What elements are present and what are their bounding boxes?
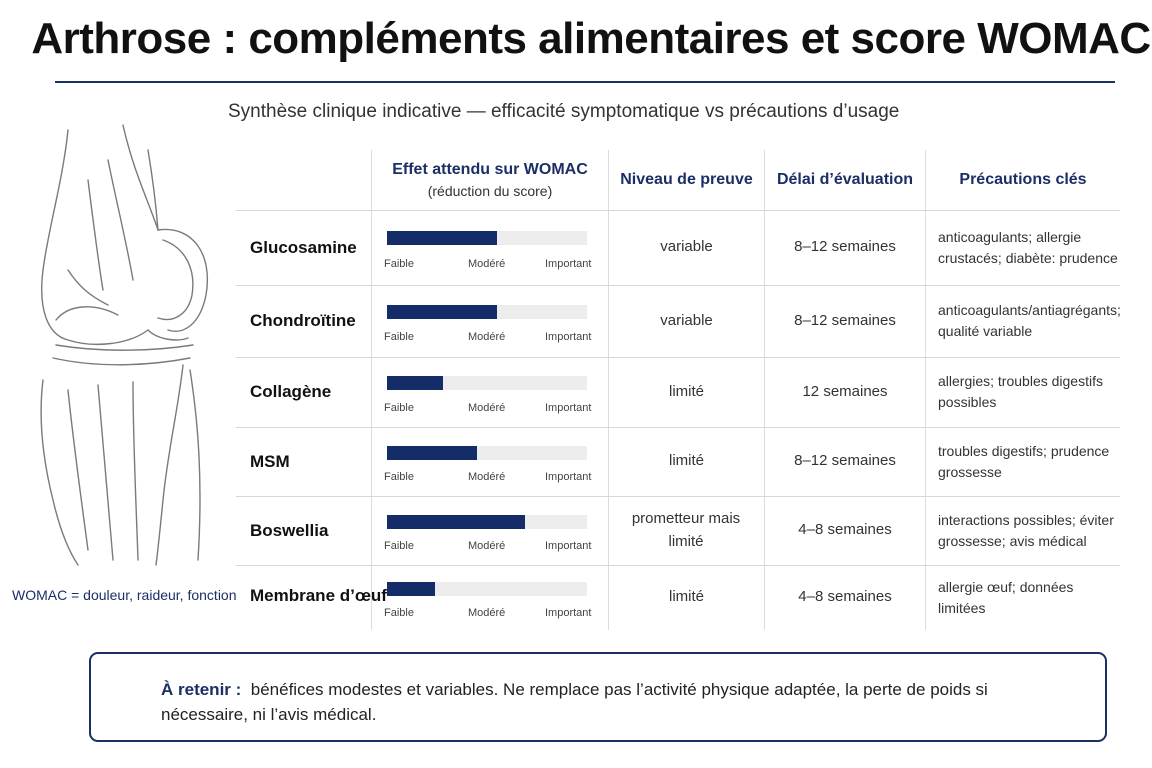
supplement-name: Membrane d’œuf: [250, 586, 387, 605]
key-takeaway-text: À retenir : bénéfices modestes et variab…: [161, 678, 1061, 727]
row-divider: [236, 210, 1120, 211]
row-divider: [236, 427, 1120, 428]
header-effect-sub: (réduction du score): [427, 183, 553, 199]
evaluation-delay: 8–12 semaines: [794, 452, 896, 470]
evidence-level: limité: [668, 382, 704, 400]
scale-low-label: Faible: [384, 258, 414, 270]
column-divider: [764, 150, 765, 630]
scale-low-label: Faible: [384, 471, 414, 483]
effect-bar: [387, 305, 587, 319]
evaluation-delay: 4–8 semaines: [798, 521, 892, 539]
column-divider: [608, 150, 609, 630]
evaluation-delay: 8–12 semaines: [794, 311, 896, 329]
effect-bar: [387, 231, 587, 245]
supplements-table: Effet attendu sur WOMAC (réduction du sc…: [236, 150, 1121, 630]
evaluation-delay: 8–12 semaines: [794, 238, 896, 256]
effect-bar-fill: [387, 446, 477, 460]
evidence-level: variable: [660, 238, 713, 256]
scale-mid-label: Modéré: [468, 607, 506, 619]
evidence-level: prometteur mais limité: [631, 510, 741, 550]
effect-bar-fill: [387, 582, 435, 596]
knee-joint-illustration: [40, 124, 208, 566]
scale-high-label: Important: [545, 607, 592, 619]
effect-bar-fill: [387, 305, 497, 319]
supplement-name: Glucosamine: [250, 237, 357, 257]
page-subtitle: Synthèse clinique indicative — efficacit…: [228, 101, 900, 122]
column-divider: [925, 150, 926, 630]
title-divider: [55, 81, 1115, 83]
header-evidence: Niveau de preuve: [620, 171, 753, 188]
key-precautions: troubles digestifs; prudence grossesse: [938, 442, 1110, 480]
key-precautions: anticoagulants; allergie crustacés; diab…: [938, 228, 1118, 266]
supplement-name: Boswellia: [250, 520, 329, 540]
table-row: Boswellia Faible Modéré Important promet…: [236, 496, 1120, 565]
scale-low-label: Faible: [384, 402, 414, 414]
table-row: Chondroïtine Faible Modéré Important var…: [236, 285, 1121, 357]
scale-high-label: Important: [545, 258, 592, 270]
evaluation-delay: 4–8 semaines: [798, 588, 892, 606]
scale-mid-label: Modéré: [468, 471, 506, 483]
scale-low-label: Faible: [384, 540, 414, 552]
page-title: Arthrose : compléments alimentaires et s…: [31, 14, 1151, 63]
evidence-level: variable: [660, 311, 713, 329]
effect-bar-fill: [387, 515, 525, 529]
effect-bar: [387, 376, 587, 390]
table-row: Glucosamine Faible Modéré Important vari…: [236, 210, 1120, 285]
evidence-level: limité: [668, 452, 704, 470]
key-takeaway-body: bénéfices modestes et variables. Ne remp…: [161, 680, 988, 724]
effect-bar-fill: [387, 231, 497, 245]
header-precautions: Précautions clés: [959, 171, 1087, 188]
supplement-name: MSM: [250, 451, 290, 471]
effect-bar-fill: [387, 376, 443, 390]
scale-mid-label: Modéré: [468, 402, 506, 414]
scale-high-label: Important: [545, 540, 592, 552]
womac-definition: WOMAC = douleur, raideur, fonction: [12, 587, 237, 603]
supplement-name: Collagène: [250, 382, 332, 401]
key-precautions: allergies; troubles digestifs possibles: [938, 373, 1103, 410]
row-divider: [236, 565, 1120, 566]
evidence-level: limité: [668, 588, 704, 606]
row-divider: [236, 285, 1120, 286]
header-delay: Délai d’évaluation: [776, 171, 914, 188]
scale-mid-label: Modéré: [468, 331, 506, 343]
column-divider: [371, 150, 372, 630]
key-precautions: interactions possibles; éviter grossesse…: [938, 511, 1114, 549]
scale-mid-label: Modéré: [468, 540, 506, 552]
table-row: Collagène Faible Modéré Important limité…: [236, 357, 1120, 427]
scale-high-label: Important: [545, 471, 592, 483]
scale-high-label: Important: [545, 331, 592, 343]
effect-bar: [387, 582, 587, 596]
table-row: MSM Faible Modéré Important limité 8–12 …: [236, 427, 1120, 496]
scale-low-label: Faible: [384, 331, 414, 343]
supplement-name: Chondroïtine: [250, 311, 356, 330]
scale-high-label: Important: [545, 402, 592, 414]
key-takeaway-box: À retenir : bénéfices modestes et variab…: [89, 652, 1107, 742]
evaluation-delay: 12 semaines: [802, 382, 888, 400]
key-precautions: allergie œuf; données limitées: [938, 578, 1074, 616]
scale-low-label: Faible: [384, 607, 414, 619]
key-takeaway-label: À retenir :: [161, 680, 242, 699]
effect-bar: [387, 515, 587, 529]
row-divider: [236, 496, 1120, 497]
scale-mid-label: Modéré: [468, 258, 506, 270]
effect-bar: [387, 446, 587, 460]
row-divider: [236, 357, 1120, 358]
key-precautions: anticoagulants/antiagrégants; qualité va…: [938, 302, 1121, 339]
table-row: Membrane d’œuf Faible Modéré Important l…: [236, 565, 1120, 630]
header-effect: Effet attendu sur WOMAC (réduction du sc…: [392, 161, 588, 199]
